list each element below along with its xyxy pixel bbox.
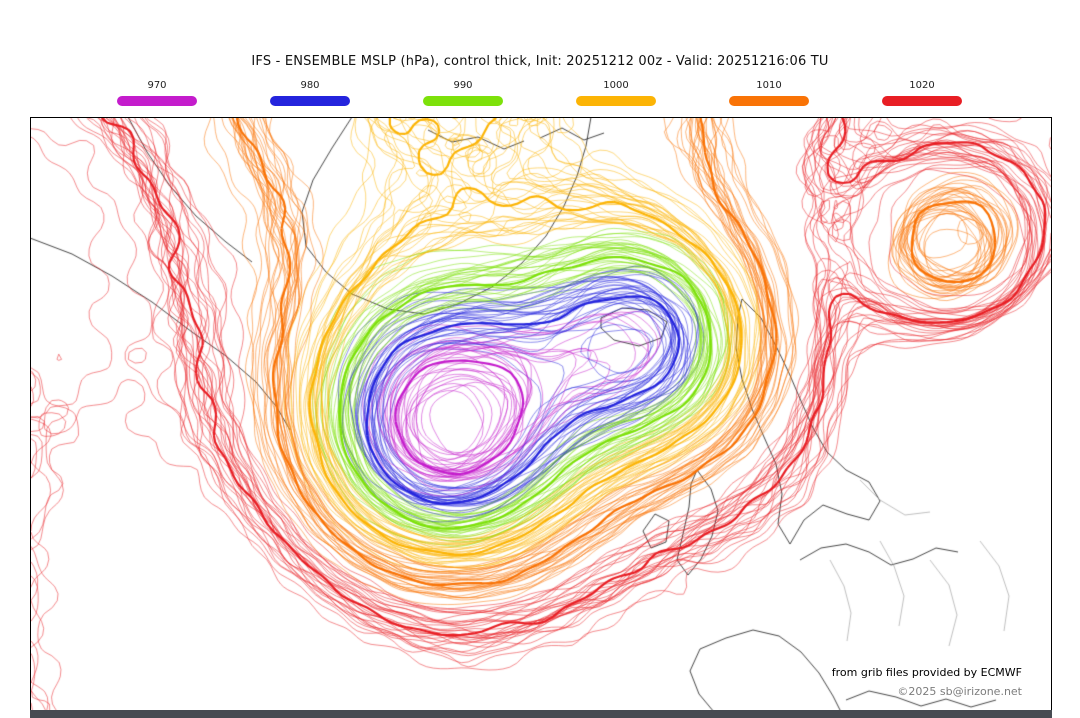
legend-item-1020: 1020 — [882, 80, 962, 106]
legend-color-bar-1020 — [882, 96, 962, 106]
legend-color-bar-1000 — [576, 96, 656, 106]
chart-title: IFS - ENSEMBLE MSLP (hPa), control thick… — [251, 54, 829, 69]
map-frame — [30, 117, 1052, 712]
credits: from grib files provided by ECMWF ©2025 … — [832, 666, 1022, 698]
footer-bar — [30, 710, 1052, 718]
legend-label-990: 990 — [453, 80, 473, 91]
legend-item-970: 970 — [117, 80, 197, 106]
legend-label-1000: 1000 — [603, 80, 629, 91]
legend-label-1020: 1020 — [909, 80, 935, 91]
legend-item-1000: 1000 — [576, 80, 656, 106]
legend-label-980: 980 — [300, 80, 320, 91]
credit-source: from grib files provided by ECMWF — [831, 666, 1022, 679]
legend-color-bar-970 — [117, 96, 197, 106]
legend-color-bar-990 — [423, 96, 503, 106]
legend-color-bar-980 — [270, 96, 350, 106]
legend-item-1010: 1010 — [729, 80, 809, 106]
legend-item-980: 980 — [270, 80, 350, 106]
pressure-legend: 970 980 990 1000 1010 1020 — [117, 80, 962, 106]
legend-item-990: 990 — [423, 80, 503, 106]
spaghetti-map-canvas — [31, 118, 1051, 711]
legend-label-1010: 1010 — [756, 80, 782, 91]
legend-label-970: 970 — [147, 80, 167, 91]
legend-color-bar-1010 — [729, 96, 809, 106]
credit-copyright: ©2025 sb@irizone.net — [897, 685, 1022, 698]
